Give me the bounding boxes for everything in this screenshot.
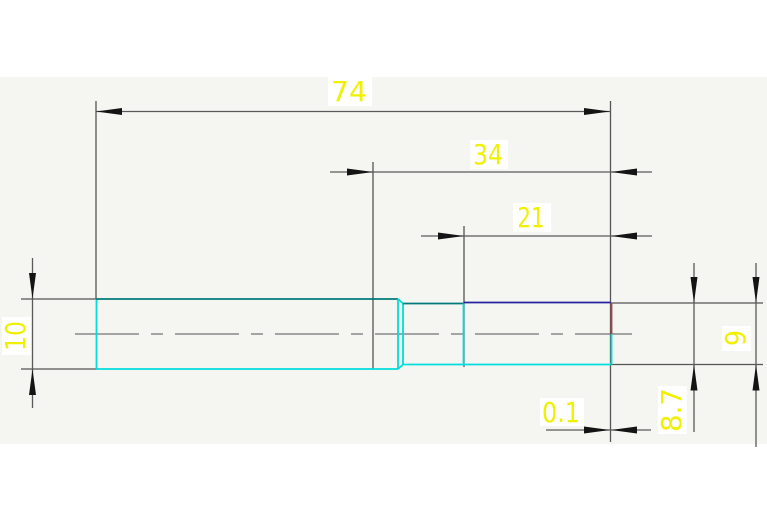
dim-8-7-text-mask [658, 386, 687, 434]
dim-74-arrow-left [96, 108, 122, 115]
part-outline [95, 298, 613, 370]
dim-texts: 74 34 21 0.1 10 8.7 9 [0, 75, 752, 432]
dim-0-1-arrow-right [611, 426, 637, 434]
dim-8-7-arrow-top [690, 277, 698, 303]
dim-21-arrow-right [611, 232, 637, 240]
dim-0-1-arrow-left [584, 426, 610, 434]
dim-34-arrow-left [347, 168, 373, 176]
dim-9-arrow-top [752, 277, 760, 303]
dim-10-text-mask [2, 317, 31, 355]
dim-8-7-arrow-bottom [690, 364, 698, 391]
dim-74-text-mask [328, 77, 372, 106]
mid-length-dim-text: 34 [473, 138, 503, 171]
dim-34-text-mask [470, 140, 508, 169]
left-diameter-dim-text: 10 [0, 321, 32, 351]
dim-text-masks [2, 77, 751, 434]
dim-21-text-mask [513, 203, 551, 232]
end-offset-dim-text: 0.1 [542, 396, 580, 429]
part-chamfer-bottom [397, 363, 404, 370]
dim-74-arrow-right [584, 108, 610, 115]
dimension-arrowheads [29, 108, 760, 434]
total-length-dim-text: 74 [331, 75, 367, 108]
dim-9-arrow-bottom [752, 364, 760, 391]
end-length-dim-text: 21 [518, 201, 545, 234]
dim-10-arrow-bottom [29, 369, 36, 395]
dim-0-1-text-mask [540, 398, 584, 426]
step-diameter-dim-text: 8.7 [655, 388, 688, 432]
viewport-tint [0, 77, 767, 444]
right-diameter-dim-text: 9 [719, 330, 752, 346]
part-chamfer-top [397, 298, 404, 305]
dim-10-arrow-top [29, 273, 36, 299]
dim-9-text-mask [722, 326, 751, 351]
dim-34-arrow-right [611, 168, 637, 176]
dim-21-arrow-left [438, 232, 464, 240]
